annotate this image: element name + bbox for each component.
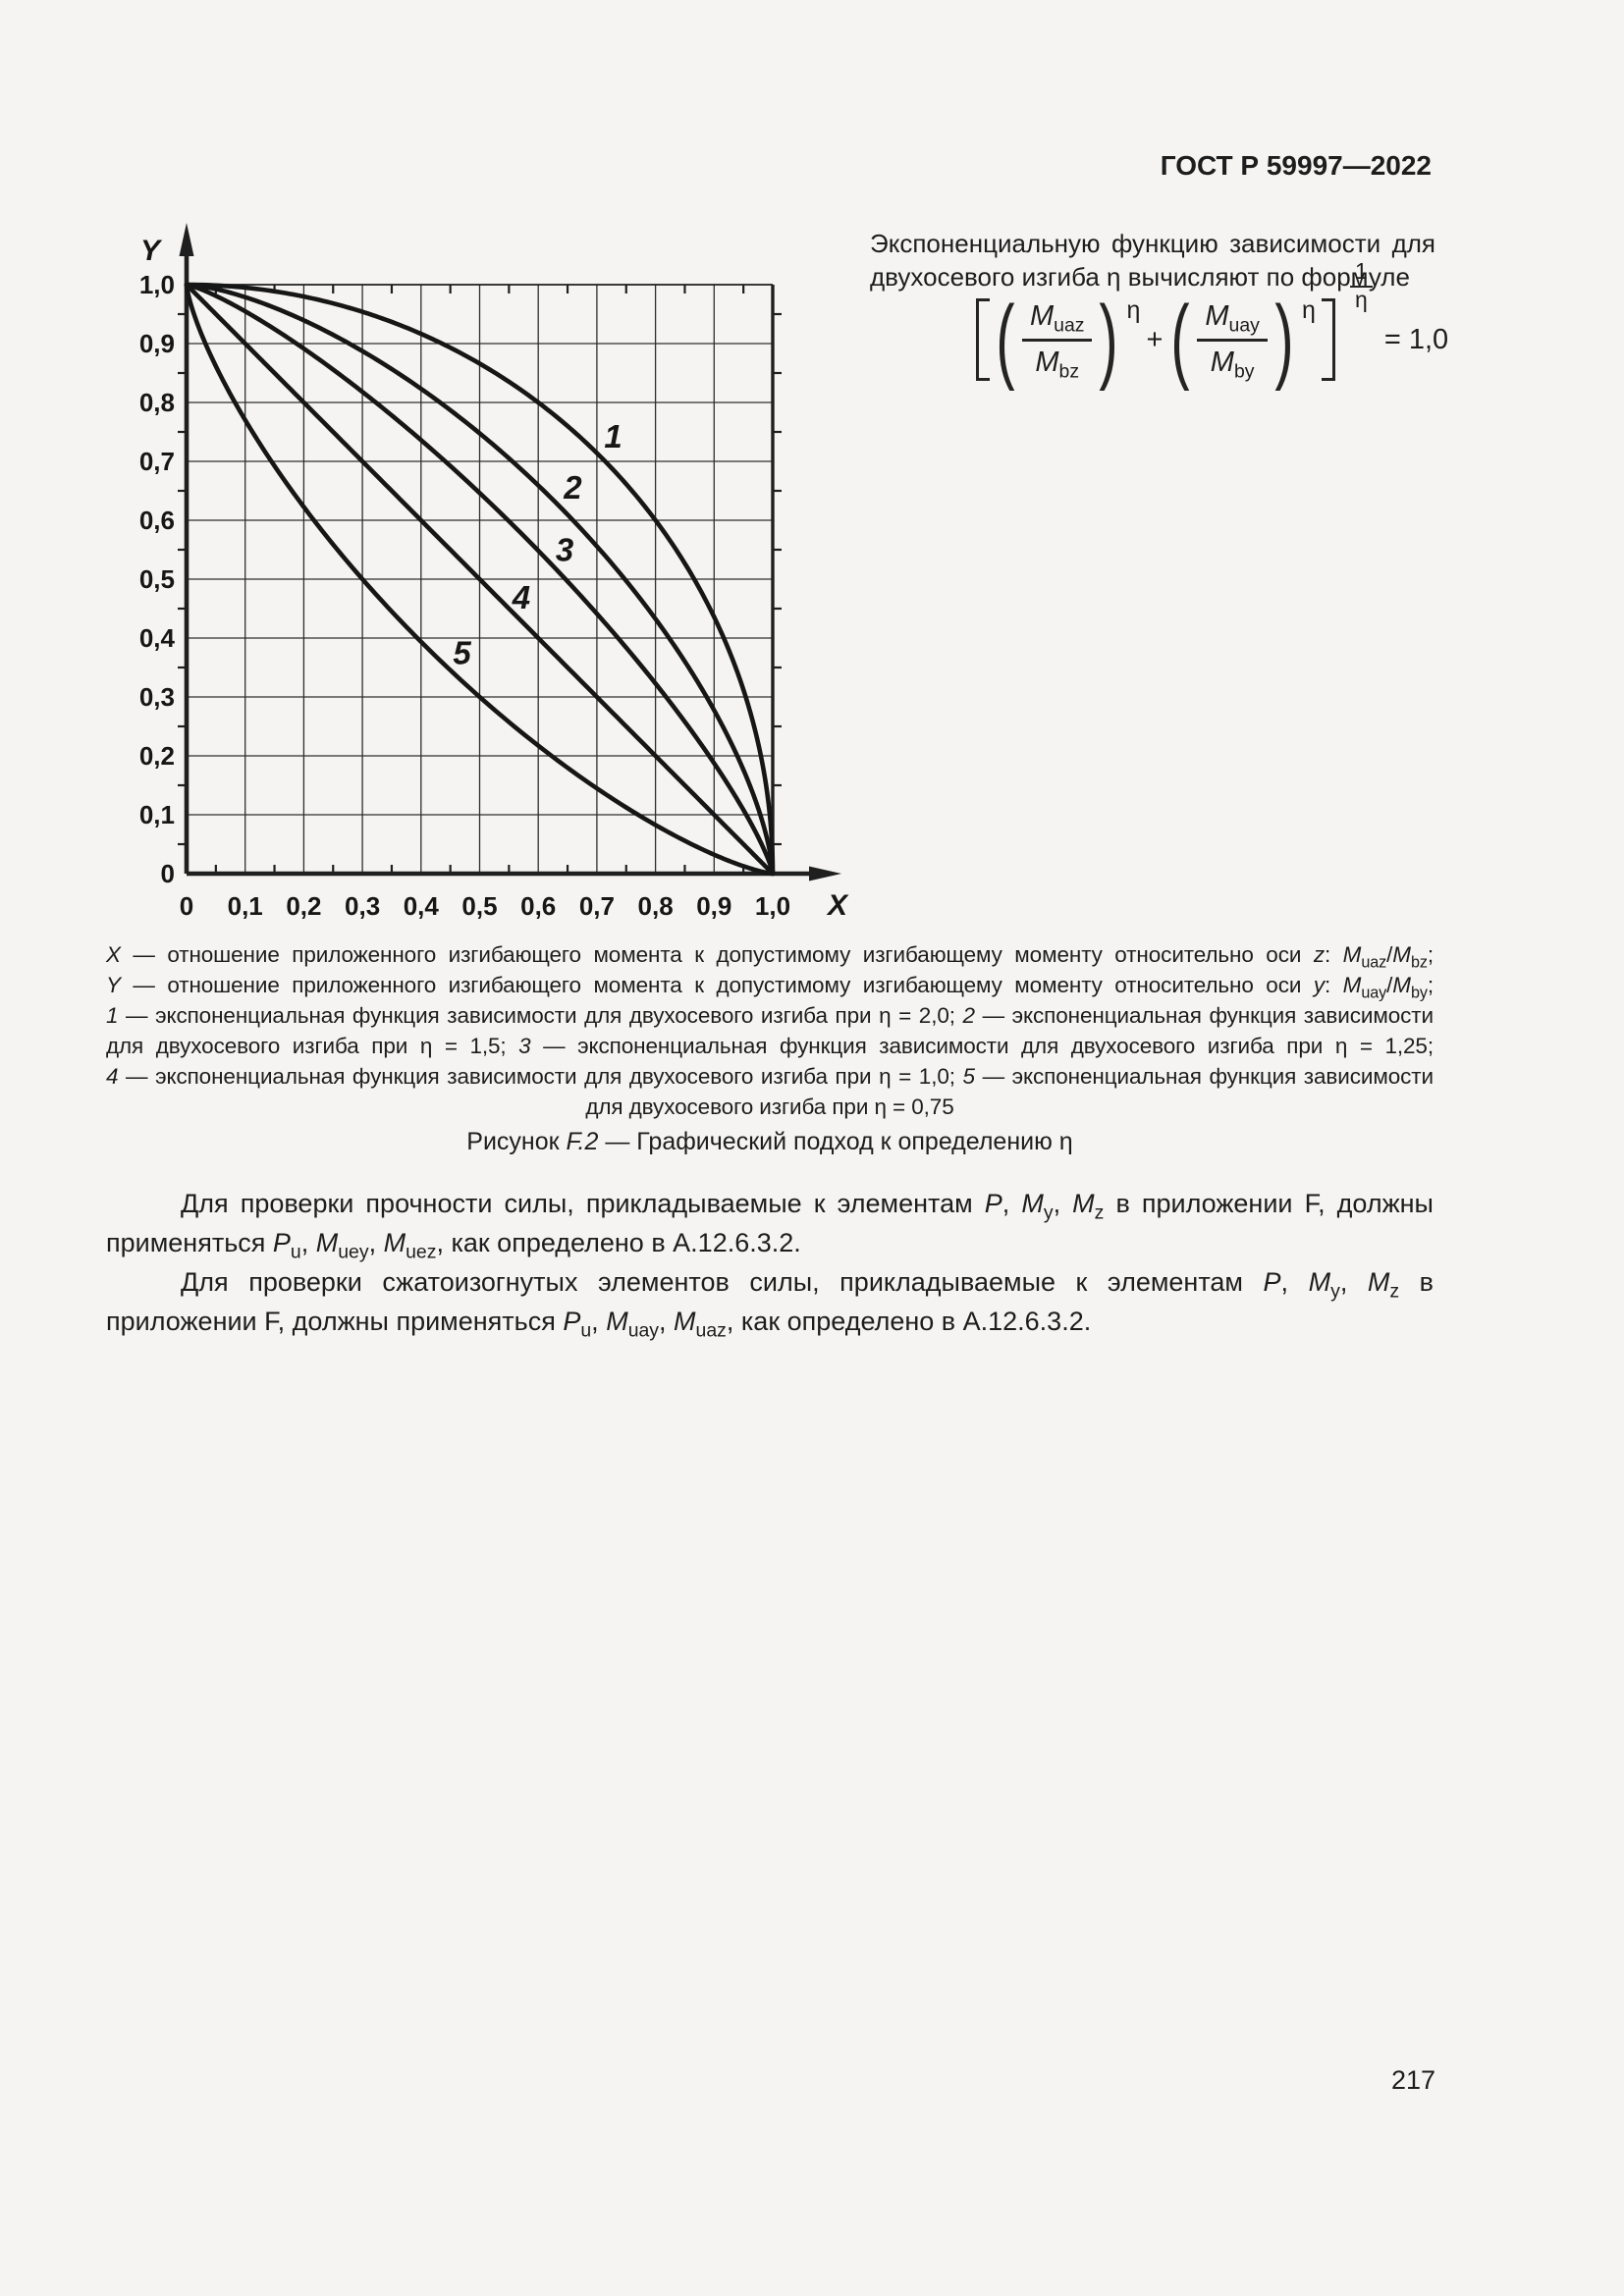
curve-3 (184, 282, 776, 877)
curve-label-4: 4 (512, 579, 530, 615)
curve-label-2: 2 (563, 469, 582, 506)
svg-text:0: 0 (180, 891, 193, 921)
svg-text:0: 0 (161, 859, 175, 888)
fraction-1: Muaz Mbz (1021, 298, 1093, 381)
formula-result: = 1,0 (1383, 323, 1449, 355)
svg-text:0,5: 0,5 (139, 564, 175, 594)
intro-line-2: двухосевого изгиба η вычисляют по формул… (870, 262, 1410, 292)
svg-text:0,5: 0,5 (461, 891, 497, 921)
svg-text:0,3: 0,3 (345, 891, 380, 921)
svg-text:0,2: 0,2 (139, 741, 175, 771)
legend-line: для двухосевого изгиба при η = 0,75 (585, 1095, 954, 1119)
intro-line-1: Экспоненциальную функцию зависимости для (870, 229, 1435, 258)
left-bracket (976, 298, 990, 381)
svg-text:0,3: 0,3 (139, 682, 175, 712)
curves (184, 282, 776, 877)
figure-legend: X — отношение приложенного изгибающего м… (106, 939, 1434, 1122)
curve-label-3: 3 (556, 532, 573, 568)
x-axis-arrow (809, 866, 841, 881)
curve-label-5: 5 (453, 635, 471, 671)
fraction-2: Muay Mby (1197, 298, 1268, 381)
legend-line: 4 — экспоненциальная функция зависимости… (106, 1064, 1434, 1089)
page-header: ГОСТ Р 59997—2022 (1160, 150, 1432, 181)
legend-line: Y — отношение приложенного изгибающего м… (106, 973, 1434, 1002)
paragraph: Для проверки прочности силы, прикладывае… (106, 1189, 1434, 1263)
chart: 0 0,1 0,2 0,3 0,4 0,5 0,6 0,7 0,8 0,9 1,0 0 0,1 0,2 0,… (139, 223, 849, 922)
exponent-eta: η (1126, 296, 1141, 324)
svg-text:1,0: 1,0 (755, 891, 790, 921)
y-axis-title: Y (140, 235, 163, 267)
formula-bracket-group: ( Muaz Mbz ) η + ( Muay Mby ) η 1 (970, 258, 1373, 393)
page-number: 217 (1390, 2065, 1435, 2095)
svg-text:0,1: 0,1 (228, 891, 263, 921)
intro-text: Экспоненциальную функцию зависимости для… (870, 227, 1435, 294)
svg-text:0,9: 0,9 (696, 891, 731, 921)
svg-text:0,8: 0,8 (638, 891, 674, 921)
curve-1 (184, 282, 776, 877)
legend-line: для двухосевого изгиба при η = 1,5; 3 — … (106, 1034, 1434, 1058)
y-axis-arrow (179, 223, 194, 256)
outer-exponent: 1 η (1350, 258, 1373, 313)
svg-text:1,0: 1,0 (139, 270, 175, 299)
grid (187, 284, 775, 874)
svg-text:0,2: 0,2 (286, 891, 321, 921)
exponent-eta: η (1301, 296, 1316, 324)
close-paren: ) (1099, 287, 1119, 393)
svg-text:0,6: 0,6 (139, 506, 175, 535)
curve-labels: 12 34 5 (453, 418, 622, 671)
formula-term-2: ( Muay Mby ) η (1164, 287, 1321, 393)
curve-4 (184, 282, 776, 877)
formula-term-1: ( Muaz Mbz ) η (990, 287, 1146, 393)
x-axis-title: X (826, 889, 849, 922)
svg-text:0,6: 0,6 (520, 891, 556, 921)
body-text: Для проверки прочности силы, прикладывае… (106, 1184, 1434, 1341)
svg-text:0,1: 0,1 (139, 800, 175, 829)
legend-line: 1 — экспоненциальная функция зависимости… (106, 1003, 1434, 1028)
svg-text:0,4: 0,4 (139, 623, 176, 653)
svg-text:0,8: 0,8 (139, 388, 175, 417)
open-paren: ( (996, 287, 1015, 393)
curve-label-1: 1 (604, 418, 622, 454)
legend-line: X — отношение приложенного изгибающего м… (106, 942, 1434, 972)
paragraph: Для проверки сжатоизогнутых элементов си… (106, 1267, 1434, 1342)
plus-operator: + (1146, 323, 1164, 355)
formula: ( Muaz Mbz ) η + ( Muay Mby ) η 1 (970, 258, 1449, 393)
svg-text:0,4: 0,4 (404, 891, 440, 921)
svg-text:0,7: 0,7 (579, 891, 615, 921)
figure-caption: Рисунок F.2 — Графический подход к опред… (466, 1128, 1073, 1155)
minor-ticks (178, 285, 782, 874)
tick-labels: 0 0,1 0,2 0,3 0,4 0,5 0,6 0,7 0,8 0,9 1,0 0 0,1 0,2 0,… (139, 235, 849, 922)
open-paren: ( (1170, 287, 1190, 393)
curve-5 (184, 282, 776, 877)
axes (179, 223, 841, 881)
curve-2 (184, 282, 776, 877)
close-paren: ) (1274, 287, 1294, 393)
svg-text:0,7: 0,7 (139, 447, 175, 476)
right-bracket (1321, 298, 1335, 381)
svg-text:0,9: 0,9 (139, 329, 175, 358)
